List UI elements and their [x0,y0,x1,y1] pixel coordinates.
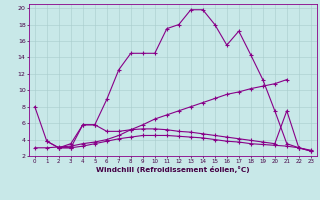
X-axis label: Windchill (Refroidissement éolien,°C): Windchill (Refroidissement éolien,°C) [96,166,250,173]
